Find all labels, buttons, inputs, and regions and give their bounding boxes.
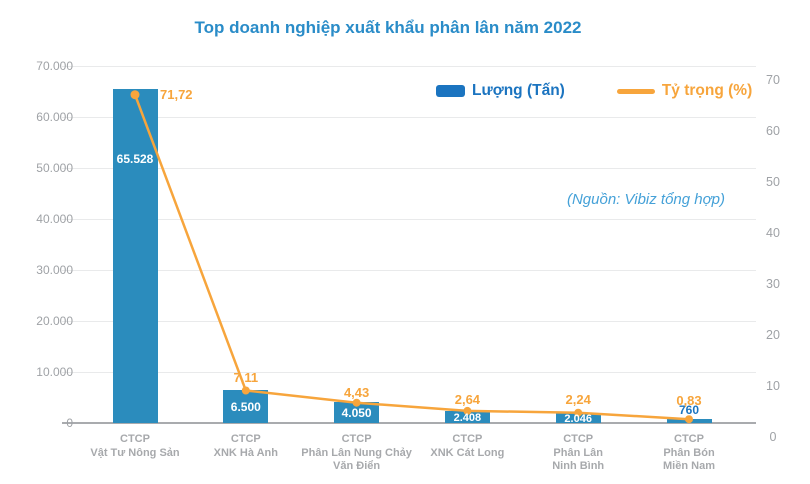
category-label-line: Văn Điển [333,460,381,472]
legend-label-bar-series: Lượng (Tấn) [472,82,565,99]
line-point-marker [574,408,583,417]
left-axis-tick-label: 30.000 [36,263,73,277]
bar-value-label: 760 [678,403,700,418]
category-label: CTCP Vật Tư Nông Sản [60,433,210,460]
bar-value-label: 4.050 [341,406,372,421]
category-label: CTCP XNK Cát Long [392,433,542,460]
bar-value-label: 6.500 [230,399,261,414]
right-axis-tick-label: 20 [766,328,780,342]
ratio-value-label: 7,11 [233,370,259,386]
line-series [130,90,693,424]
legend: Lượng (Tấn) Tỷ trọng (%) [436,82,752,100]
left-axis-tick-label: 70.000 [36,59,73,73]
legend-label-line-series: Tỷ trọng (%) [661,82,753,99]
bar-value-label: 2.046 [564,413,592,426]
bar-value-label: 2.408 [453,411,482,424]
category-label-line: Phân Lân Nung Chảy [301,446,412,459]
legend-item-bar-series: Lượng (Tấn) [436,82,565,100]
ratio-value-label: 2,64 [454,391,481,407]
category-label-line: CTCP [230,433,261,445]
category-label: CTCP XNK Hà Anh [171,433,321,460]
category-label: CTCP Phân Bón Miền Nam [614,433,764,474]
ratio-value-label: 4,43 [343,384,370,400]
bar [444,410,490,423]
line-series-swatch-icon [616,88,655,94]
left-axis-tick-label: 40.000 [36,212,73,226]
category-label: CTCP Phân Lân Ninh Bình [503,433,653,474]
category-label-line: CTCP [674,433,704,445]
category-label-line: XNK Hà Anh [213,446,278,459]
category-label-line: CTCP [563,433,594,445]
line-series-path [133,94,690,421]
category-label-line: XNK Cát Long [430,446,505,459]
category-label-line: CTCP [341,433,372,445]
page-title: Top doanh nghiệp xuất khẩu phân lân năm … [194,18,582,37]
category-label-line: CTCP [120,433,150,445]
right-axis-tick-label: 10 [766,379,780,393]
line-point-marker [685,415,693,424]
gridline [62,168,756,169]
right-axis-tick-label: 50 [766,175,780,189]
right-axis-tick-label: 70 [766,73,780,87]
left-axis-tick-label: 0 [66,416,73,430]
category-label-line: Vật Tư Nông Sản [90,446,180,459]
category-label-line: Miền Nam [663,460,715,472]
gridline [62,270,756,271]
line-point-marker [463,406,472,415]
right-axis-tick-label: 40 [766,226,780,240]
legend-item-line-series: Tỷ trọng (%) [616,82,753,100]
gridline [62,66,756,67]
category-label-line: Phân Lân [553,446,603,459]
left-axis-tick-label: 60.000 [36,110,73,124]
bar [112,88,158,423]
left-axis-tick-label: 50.000 [36,161,73,175]
category-label-line: Ninh Bình [552,460,605,472]
gridline [62,117,756,118]
bar [334,402,380,423]
gridline [62,219,756,220]
line-point-marker [241,386,250,395]
line-point-marker [352,398,361,407]
gridline [62,372,756,373]
right-axis-tick-label: 60 [766,124,780,138]
x-axis-baseline [62,422,756,424]
ratio-value-label: 71,72 [160,86,193,102]
left-axis-tick-label: 20.000 [36,314,73,328]
bar [223,389,269,423]
bar-series-swatch-icon [436,85,465,97]
ratio-value-label: 0,83 [676,393,702,409]
category-label: CTCP Phân Lân Nung Chảy Văn Điển [282,433,432,474]
right-axis-tick-label: 0 [769,430,777,444]
line-point-marker [130,90,140,100]
gridline [62,321,756,322]
left-axis-tick-label: 10.000 [36,365,73,379]
category-label-line: CTCP [452,433,483,445]
ratio-value-label: 2,24 [565,391,591,407]
bar [555,412,601,423]
category-label-line: Phân Bón [663,446,715,459]
source-note: (Nguồn: Vibiz tổng hợp) [566,191,726,208]
bar-value-label: 65.528 [116,151,154,166]
right-axis-tick-label: 30 [766,277,780,291]
